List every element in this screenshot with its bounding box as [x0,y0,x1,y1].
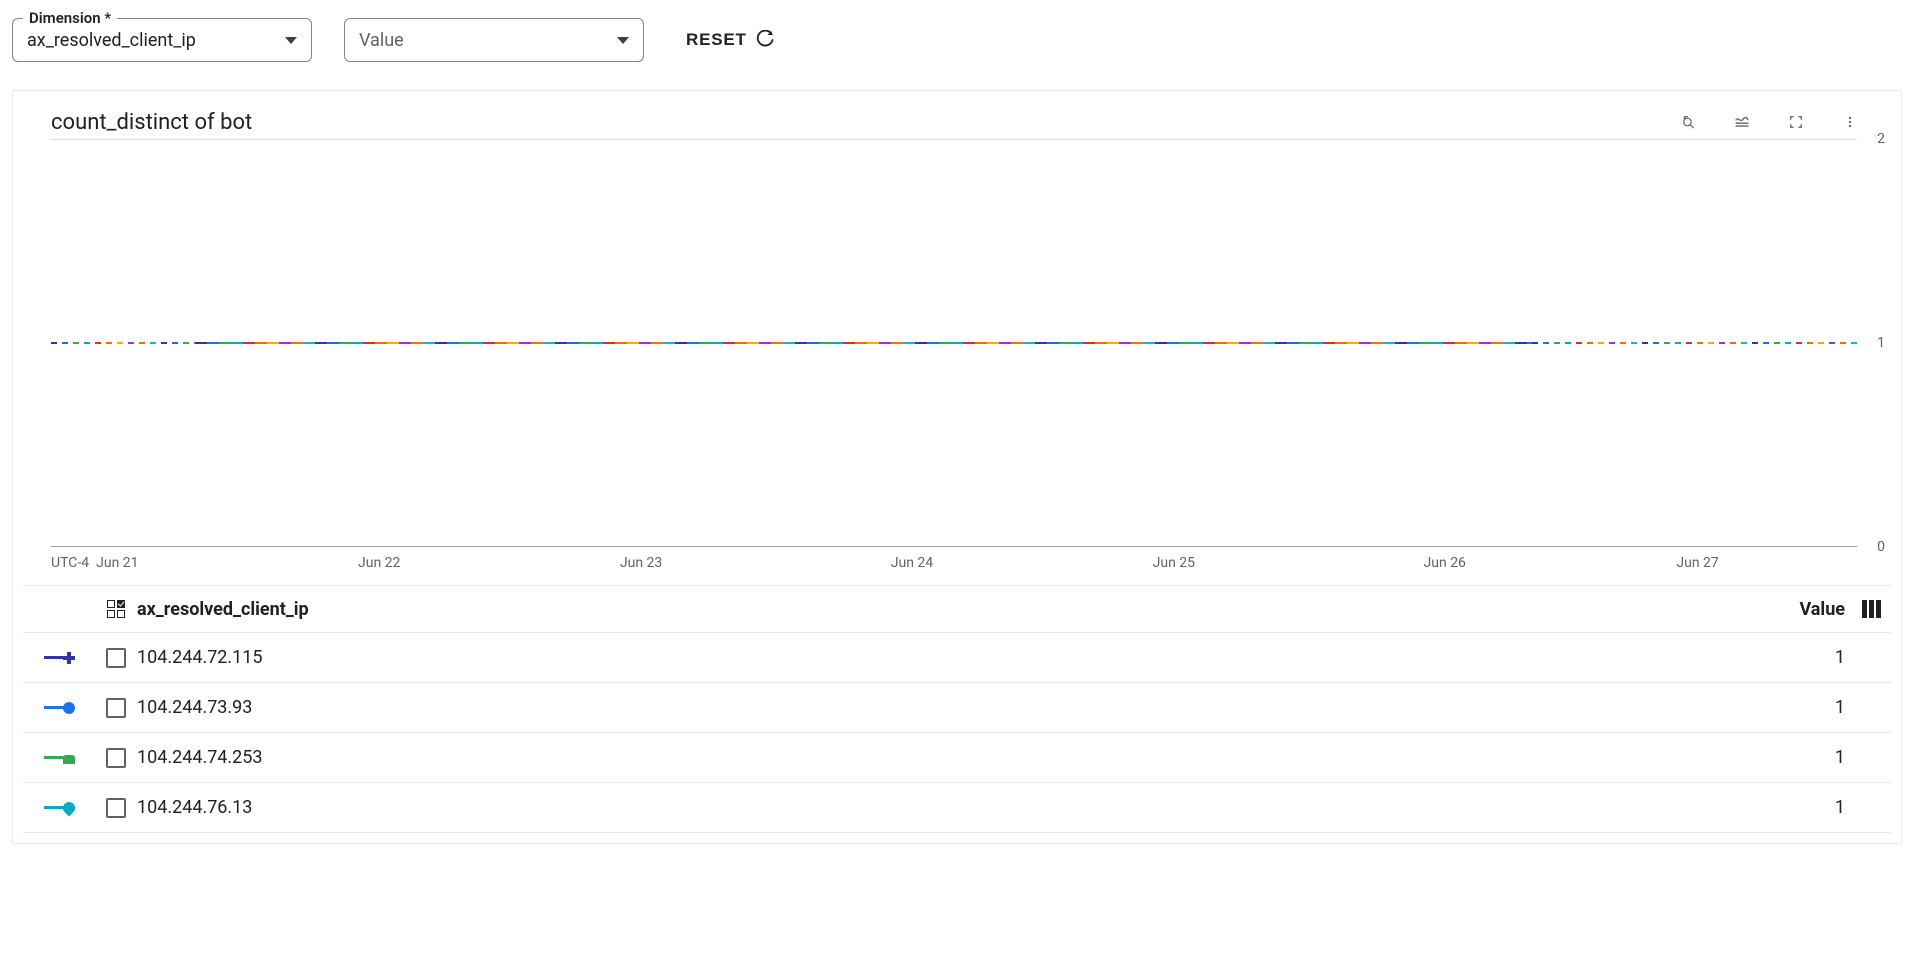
value-placeholder: Value [359,30,617,51]
series-line [51,342,195,344]
series-checkbox[interactable] [106,798,126,818]
series-value: 1 [1771,697,1851,718]
more-menu-button[interactable] [1837,109,1863,135]
legend-row[interactable]: 104.244.76.131 [23,783,1891,833]
y-tick: 2 [1877,131,1885,147]
columns-config-button[interactable] [1851,600,1891,618]
filter-bar: Dimension * ax_resolved_client_ip Value … [12,8,1902,90]
legend-header-value[interactable]: Value [1771,599,1851,620]
refresh-icon [755,30,775,50]
series-line [1532,342,1857,344]
series-marker [44,652,75,664]
y-tick: 0 [1877,539,1885,555]
chart-plot[interactable] [51,139,1857,547]
legend-row[interactable]: 104.244.72.1151 [23,633,1891,683]
series-marker [44,702,75,714]
x-tick: Jun 26 [1424,555,1466,571]
x-tick: Jun 25 [1153,555,1195,571]
chart-area[interactable]: UTC-4 Jun 21 Jun 22 Jun 23 Jun 24 Jun 25 Jun … [23,139,1891,575]
series-checkbox[interactable] [106,698,126,718]
dimension-select[interactable]: Dimension * ax_resolved_client_ip [12,18,312,62]
chart-header: count_distinct of bot [23,109,1891,139]
reset-label: RESET [686,30,747,50]
series-value: 1 [1771,747,1851,768]
legend-icon [1735,110,1749,134]
series-checkbox[interactable] [106,648,126,668]
x-tick: Jun 22 [358,555,400,571]
series-name: 104.244.72.115 [137,647,1771,668]
series-value: 1 [1771,647,1851,668]
legend-row[interactable]: 104.244.74.2531 [23,733,1891,783]
series-line [195,342,1531,344]
legend-toggle-button[interactable] [1729,109,1755,135]
series-marker [44,802,75,814]
reset-button[interactable]: RESET [682,22,779,58]
legend-mode-button[interactable] [95,600,137,618]
x-axis: UTC-4 Jun 21 Jun 22 Jun 23 Jun 24 Jun 25 Jun … [51,555,1857,575]
fullscreen-icon [1789,110,1803,134]
series-value: 1 [1771,797,1851,818]
columns-icon [1862,600,1881,618]
chart-actions [1675,109,1863,135]
legend-header: ax_resolved_client_ip Value [23,585,1891,633]
x-tick: Jun 24 [891,555,933,571]
series-marker [44,752,75,764]
chevron-down-icon [285,37,297,44]
x-axis-tz: UTC-4 [51,555,89,571]
y-tick: 1 [1877,335,1885,351]
legend-table: ax_resolved_client_ip Value 104.244.72.1… [23,585,1891,833]
undo-zoom-icon [1681,110,1695,134]
dimension-value: ax_resolved_client_ip [27,30,285,51]
chart-card: count_distinct of bot [12,90,1902,844]
legend-header-name[interactable]: ax_resolved_client_ip [137,599,1771,620]
value-select[interactable]: Value [344,18,644,62]
more-vert-icon [1843,110,1857,134]
grid-check-icon [107,600,125,618]
series-checkbox[interactable] [106,748,126,768]
x-tick: Jun 23 [620,555,662,571]
series-name: 104.244.73.93 [137,697,1771,718]
chart-title: count_distinct of bot [51,110,1675,135]
x-tick: Jun 21 [96,555,138,571]
fullscreen-button[interactable] [1783,109,1809,135]
zoom-reset-button[interactable] [1675,109,1701,135]
x-tick: Jun 27 [1676,555,1718,571]
chevron-down-icon [617,37,629,44]
series-name: 104.244.76.13 [137,797,1771,818]
dimension-label: Dimension * [23,9,117,27]
legend-row[interactable]: 104.244.73.931 [23,683,1891,733]
series-name: 104.244.74.253 [137,747,1771,768]
